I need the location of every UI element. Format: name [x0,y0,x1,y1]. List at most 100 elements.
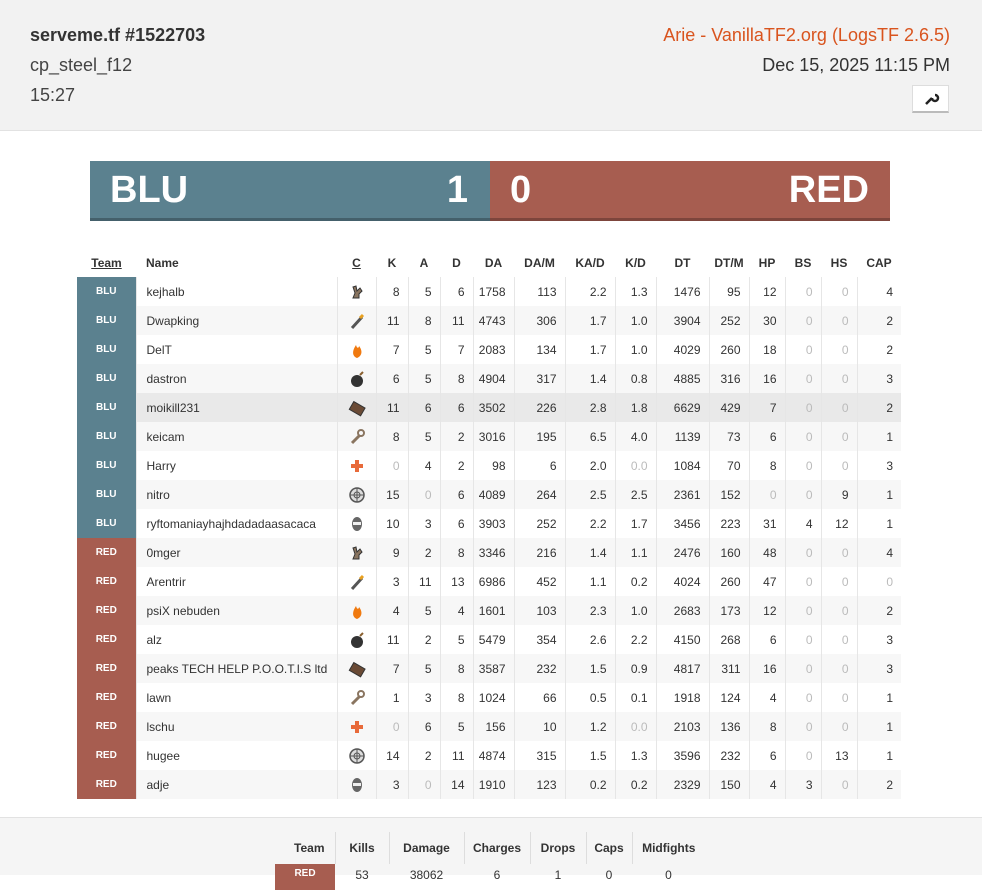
player-row[interactable]: RED psiX nebuden 4 5 4 1601 103 2.3 1.0 2683 173 12… [77,596,901,625]
stat-cell: 6 [439,277,473,306]
summary-header[interactable]: Damage [388,832,464,864]
uploader-link[interactable]: Arie - VanillaTF2.org (LogsTF 2.6.5) [663,25,950,45]
player-name[interactable]: 0mger [135,538,337,567]
summary-header[interactable]: Team [294,841,325,855]
player-name[interactable]: kejhalb [135,277,337,306]
stat-cell: 14 [375,741,408,770]
log-date: Dec 15, 2025 11:15 PM [762,55,950,75]
stat-cell: 4 [748,770,785,799]
column-header[interactable]: HP [758,256,776,270]
player-name[interactable]: hugee [135,741,337,770]
player-row[interactable]: BLU ryftomaniayhajhdadadaasacaca 10 3 6 3903 2… [77,509,901,538]
column-header[interactable]: K [387,256,397,270]
player-row[interactable]: RED lawn 1 3 8 1024 66 0.5 0.1 1918 124 4 0 0 1 [77,683,901,712]
player-name[interactable]: peaks TECH HELP P.O.O.T.I.S ltd [135,654,337,683]
team-badge: RED [77,538,136,567]
summary-cell: 1 [554,868,562,882]
team-badge: RED [77,625,136,654]
stat-cell: 7 [748,393,785,422]
player-name[interactable]: ryftomaniayhajhdadadaasacaca [135,509,337,538]
player-row[interactable]: BLU DelT 7 5 7 2083 134 1.7 1.0 4029 260 18 0 0 2 [77,335,901,364]
player-name[interactable]: DelT [135,335,337,364]
player-name[interactable]: Dwapking [135,306,337,335]
player-name[interactable]: lawn [135,683,337,712]
stat-cell: 2.5 [564,480,615,509]
stat-cell: 124 [708,683,749,712]
player-row[interactable]: BLU nitro 15 0 6 4089 264 2.5 2.5 2361 152 0 0 9 1 [77,480,901,509]
player-name[interactable]: nitro [135,480,337,509]
summary-header[interactable]: Drops [529,832,586,864]
column-header[interactable]: DA/M [524,256,555,270]
stat-cell: 95 [708,277,749,306]
stat-cell: 5 [439,712,473,741]
player-name[interactable]: dastron [135,364,337,393]
player-name[interactable]: lschu [135,712,337,741]
player-row[interactable]: BLU Dwapking 11 8 11 4743 306 1.7 1.0 3904 252 30 0 0… [77,306,901,335]
column-header[interactable]: DT [674,256,691,270]
stat-cell: 260 [708,335,749,364]
player-row[interactable]: RED 0mger 9 2 8 3346 216 1.4 1.1 2476 160 48 0 0 4 [77,538,901,567]
player-row[interactable]: RED hugee 14 2 11 4874 315 1.5 1.3 3596 232 6 0 13 1 [77,741,901,770]
summary-header[interactable]: Kills [334,832,389,864]
player-row[interactable]: BLU Harry 0 4 2 98 6 2.0 0.0 1084 70 8 0 0 3 [77,451,901,480]
player-name[interactable]: alz [135,625,337,654]
stat-cell: 1.0 [614,306,656,335]
class-icon [350,689,365,705]
player-row[interactable]: BLU kejhalb 8 5 6 1758 113 2.2 1.3 1476 95 12 0 0 4 [77,277,901,306]
player-name[interactable]: moikill231 [135,393,337,422]
column-header[interactable]: HS [830,256,848,270]
stat-cell: 232 [708,741,749,770]
team-badge: BLU [77,480,136,509]
stat-cell: 12 [748,596,785,625]
column-header[interactable]: C [352,256,361,270]
player-row[interactable]: BLU dastron 6 5 8 4904 317 1.4 0.8 4885 316 16 0 0 3 [77,364,901,393]
player-row[interactable]: RED alz 11 2 5 5479 354 2.6 2.2 4150 268 6 0 0 3 [77,625,901,654]
stat-cell: 4817 [655,654,709,683]
summary-header[interactable]: Charges [463,832,530,864]
class-icon-cell [336,335,376,364]
stat-cell: 4 [375,596,408,625]
column-header[interactable]: Team [91,256,122,270]
stat-cell: 1.0 [614,596,656,625]
stat-cell: 2 [439,422,473,451]
stat-cell: 13 [820,741,857,770]
column-header[interactable]: KA/D [575,256,605,270]
column-header[interactable]: BS [794,256,812,270]
stat-cell: 1 [856,422,901,451]
player-name[interactable]: psiX nebuden [135,596,337,625]
summary-header[interactable]: Midfights [631,832,705,864]
class-icon-cell [336,364,376,393]
player-row[interactable]: BLU moikill231 11 6 6 3502 226 2.8 1.8 6629 429 7 0 0… [77,393,901,422]
player-row[interactable]: RED lschu 0 6 5 156 10 1.2 0.0 2103 136 8 0 0 1 [77,712,901,741]
stat-cell: 14 [439,770,473,799]
player-row[interactable]: BLU keicam 8 5 2 3016 195 6.5 4.0 1139 73 6 0 0 1 [77,422,901,451]
player-name[interactable]: keicam [135,422,337,451]
column-header[interactable]: K/D [625,256,646,270]
summary-cell: 53 [355,868,369,882]
column-header[interactable]: A [419,256,429,270]
class-icon [352,344,361,358]
stat-cell: 1.1 [614,538,656,567]
player-name[interactable]: adje [135,770,337,799]
stat-cell: 8 [748,712,785,741]
column-header[interactable]: D [452,256,461,270]
player-row[interactable]: RED Arentrir 3 11 13 6986 452 1.1 0.2 4024 260 47 0 0… [77,567,901,596]
class-icon [348,747,365,764]
column-header[interactable]: DT/M [714,256,744,270]
settings-button[interactable] [912,85,949,113]
player-row[interactable]: RED peaks TECH HELP P.O.O.T.I.S ltd 7 5 8 358… [77,654,901,683]
stat-cell: 452 [513,567,565,596]
stat-cell: 2 [856,770,901,799]
stat-cell: 2 [856,596,901,625]
team-badge: RED [77,741,136,770]
column-header[interactable]: DA [484,256,503,270]
stat-cell: 123 [513,770,565,799]
stat-cell: 264 [513,480,565,509]
summary-header[interactable]: Caps [585,832,632,864]
player-row[interactable]: RED adje 3 0 14 1910 123 0.2 0.2 2329 150 4 3 0 2 [77,770,901,799]
column-header[interactable]: CAP [866,256,892,270]
class-icon [348,486,365,503]
player-name[interactable]: Harry [135,451,337,480]
player-name[interactable]: Arentrir [135,567,337,596]
